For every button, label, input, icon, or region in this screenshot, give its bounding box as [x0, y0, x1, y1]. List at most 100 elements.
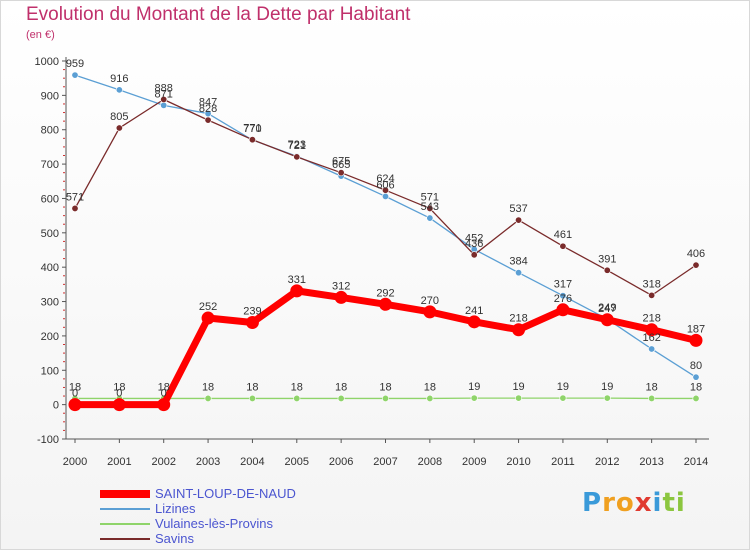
- y-tick-label: 500: [41, 228, 59, 240]
- data-label: 331: [288, 274, 306, 286]
- data-label: 187: [687, 323, 705, 335]
- data-point: [515, 394, 523, 402]
- data-label: 721: [288, 140, 306, 152]
- x-tick-label: 2003: [196, 456, 220, 468]
- y-tick-label: 600: [41, 193, 59, 205]
- legend-item: Savins: [100, 531, 360, 546]
- data-label: 162: [642, 332, 660, 344]
- data-label: 317: [554, 279, 572, 291]
- data-point: [293, 153, 301, 161]
- data-label: 406: [687, 248, 705, 260]
- data-point: [470, 394, 478, 402]
- data-point: [204, 116, 212, 124]
- chart-subtitle: (en €): [26, 29, 55, 41]
- data-point: [648, 291, 656, 299]
- data-label: 805: [110, 111, 128, 123]
- data-point: [248, 394, 256, 402]
- x-tick-label: 2013: [639, 456, 663, 468]
- data-label: 270: [421, 295, 439, 307]
- data-point: [645, 323, 659, 337]
- data-label: 871: [155, 88, 173, 100]
- data-point: [515, 216, 523, 224]
- data-point: [71, 71, 79, 79]
- data-label: 771: [243, 123, 261, 135]
- y-tick-label: 0: [53, 400, 59, 412]
- data-label: 18: [291, 381, 303, 393]
- data-label: 18: [69, 381, 81, 393]
- data-label: 828: [199, 103, 217, 115]
- data-label: 80: [690, 360, 702, 372]
- data-point: [692, 261, 700, 269]
- data-label: 18: [424, 381, 436, 393]
- legend-item: Vulaines-lès-Provins: [100, 516, 360, 531]
- data-label: 624: [376, 173, 394, 185]
- data-point: [692, 373, 700, 381]
- logo-letter: r: [602, 488, 616, 518]
- data-point: [337, 394, 345, 402]
- data-point: [515, 269, 523, 277]
- legend-label: Vulaines-lès-Provins: [155, 516, 274, 531]
- chart-legend: SAINT-LOUP-DE-NAUD Lizines Vulaines-lès-Pr…: [100, 486, 360, 546]
- data-point: [512, 323, 526, 337]
- data-point: [160, 101, 168, 109]
- data-label: 19: [557, 381, 569, 393]
- data-label: 18: [646, 381, 658, 393]
- data-point: [559, 242, 567, 250]
- data-point: [603, 394, 611, 402]
- x-tick-label: 2014: [684, 456, 708, 468]
- data-point: [115, 86, 123, 94]
- y-tick-label: 100: [41, 365, 59, 377]
- data-label: 18: [202, 381, 214, 393]
- data-point: [204, 394, 212, 402]
- proxiti-logo: Proxiti: [582, 488, 686, 518]
- data-point: [426, 394, 434, 402]
- data-point: [293, 394, 301, 402]
- legend-item: Lizines: [100, 501, 360, 516]
- legend-swatch: [100, 538, 150, 540]
- data-label: 959: [66, 58, 84, 70]
- x-tick-label: 2010: [506, 456, 530, 468]
- data-label: 218: [642, 313, 660, 325]
- x-tick-label: 2005: [285, 456, 309, 468]
- data-label: 723: [288, 139, 306, 151]
- data-label: 241: [465, 305, 483, 317]
- data-point: [692, 394, 700, 402]
- data-label: 0: [161, 388, 167, 400]
- logo-letter: P: [582, 488, 603, 518]
- data-point: [689, 333, 703, 347]
- data-label: 606: [376, 179, 394, 191]
- data-label: 18: [158, 381, 170, 393]
- data-label: 249: [598, 302, 616, 314]
- data-label: 18: [379, 381, 391, 393]
- y-tick-label: 300: [41, 297, 59, 309]
- data-label: 218: [509, 313, 527, 325]
- x-tick-label: 2012: [595, 456, 619, 468]
- data-point: [559, 292, 567, 300]
- data-label: 19: [601, 381, 613, 393]
- data-label: 18: [246, 381, 258, 393]
- data-label: 252: [199, 301, 217, 313]
- y-tick-label: 900: [41, 90, 59, 102]
- data-label: 19: [512, 381, 524, 393]
- data-label: 543: [421, 201, 439, 213]
- data-point: [290, 284, 304, 298]
- data-point: [603, 266, 611, 274]
- data-label: 847: [199, 97, 217, 109]
- data-point: [600, 313, 614, 327]
- data-label: 391: [598, 253, 616, 265]
- data-point: [245, 316, 259, 330]
- x-tick-label: 2001: [107, 456, 131, 468]
- data-point: [71, 204, 79, 212]
- legend-label: SAINT-LOUP-DE-NAUD: [155, 486, 296, 501]
- x-tick-label: 2004: [240, 456, 264, 468]
- data-label: 239: [243, 306, 261, 318]
- data-label: 247: [598, 303, 616, 315]
- legend-swatch: [100, 508, 150, 510]
- y-tick-label: 700: [41, 159, 59, 171]
- data-label: 571: [421, 191, 439, 203]
- logo-letter: x: [634, 488, 653, 518]
- chart-title: Evolution du Montant de la Dette par Hab…: [26, 4, 411, 25]
- legend-item: SAINT-LOUP-DE-NAUD: [100, 486, 360, 501]
- data-point: [248, 136, 256, 144]
